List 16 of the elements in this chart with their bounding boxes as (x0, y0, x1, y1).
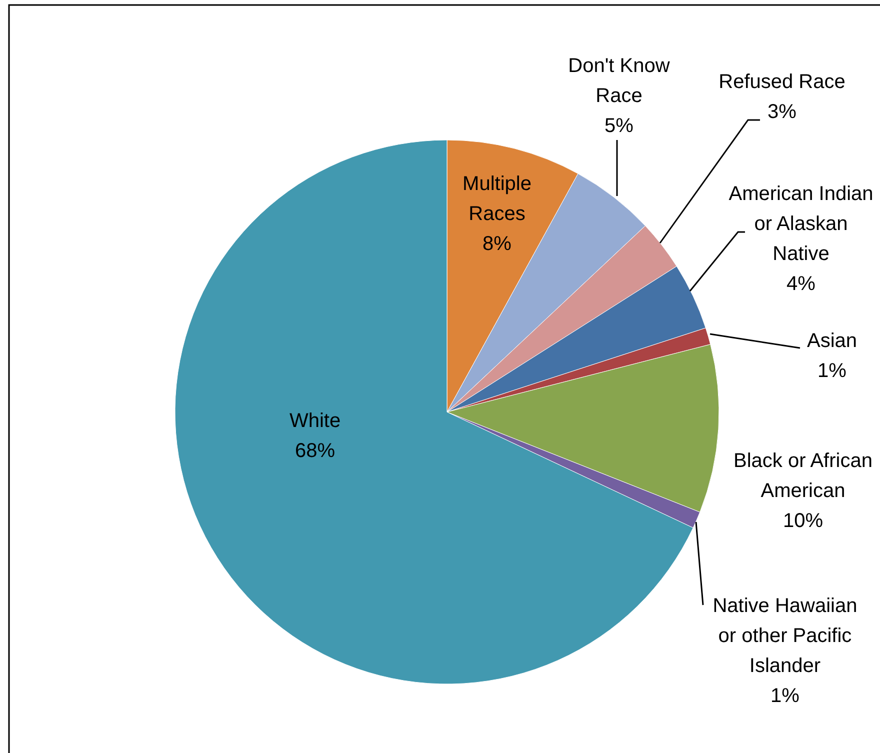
data-label: 10% (782, 510, 824, 532)
slice-label: Refused Race (718, 71, 846, 93)
slice-label: Multiple Races (462, 173, 532, 225)
data-label: 1% (818, 360, 847, 382)
slice-label: White (289, 410, 341, 432)
data-label: 1% (770, 685, 800, 707)
data-label: 5% (604, 115, 634, 137)
slice-label: Black or African American (734, 450, 872, 502)
slice-label: American Indian or Alaskan Native (728, 183, 874, 265)
data-label: 3% (768, 101, 797, 123)
slice-label: Asian (806, 330, 858, 352)
data-label: 8% (482, 233, 512, 255)
data-label: 68% (294, 440, 336, 462)
slice-label: Don't Know Race (568, 55, 670, 107)
slice-label: Native Hawaiian or other Pacific Islander (712, 595, 858, 677)
data-label: 4% (786, 273, 816, 295)
